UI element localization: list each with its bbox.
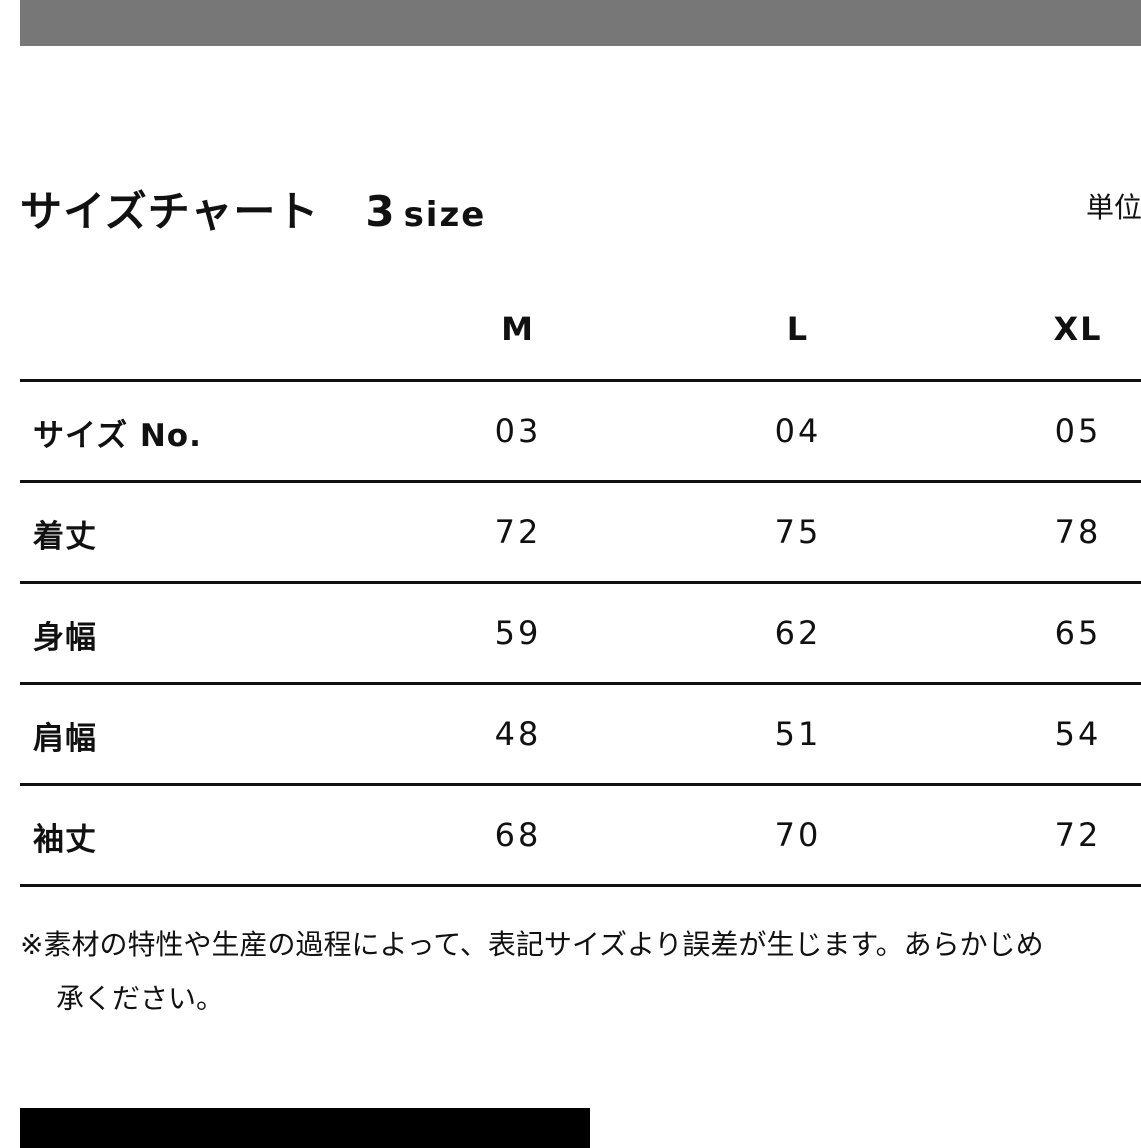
cell-size-number-l: 04 [774, 412, 822, 450]
top-banner [20, 0, 1141, 46]
row-label-sleeve-length: 袖丈 [33, 822, 97, 858]
cell-shoulder-width-m: 48 [494, 715, 542, 753]
column-header-xl: XL [1053, 310, 1103, 348]
row-divider [20, 682, 1141, 685]
size-count-unit: size [403, 195, 487, 235]
cell-sleeve-length-m: 68 [494, 816, 542, 854]
unit-label: 単位 [1086, 191, 1141, 224]
title-text: サイズチャート [20, 187, 320, 236]
row-divider [20, 480, 1141, 483]
header-divider [20, 379, 1141, 382]
cell-size-number-m: 03 [494, 412, 542, 450]
row-divider [20, 884, 1141, 887]
size-count: 3 [365, 187, 396, 236]
cell-length-l: 75 [774, 513, 822, 551]
column-header-l: L [786, 310, 810, 348]
cell-body-width-l: 62 [774, 614, 822, 652]
cell-sleeve-length-xl: 72 [1054, 816, 1102, 854]
page-title: サイズチャート 3 size [20, 178, 486, 239]
black-banner [20, 1108, 590, 1148]
cell-shoulder-width-l: 51 [774, 715, 822, 753]
note-line-2: 承ください。 [56, 982, 225, 1015]
size-note: ※素材の特性や生産の過程によって、表記サイズより誤差が生じます。あらかじめ 承く… [20, 918, 1044, 1026]
cell-body-width-m: 59 [494, 614, 542, 652]
row-label-shoulder-width: 肩幅 [33, 721, 97, 757]
cell-sleeve-length-l: 70 [774, 816, 822, 854]
cell-size-number-xl: 05 [1054, 412, 1102, 450]
row-label-body-width: 身幅 [33, 620, 97, 656]
column-header-m: M [501, 310, 535, 348]
cell-length-xl: 78 [1054, 513, 1102, 551]
row-label-size-number: サイズ No. [33, 418, 202, 454]
row-divider [20, 581, 1141, 584]
row-divider [20, 783, 1141, 786]
cell-body-width-xl: 65 [1054, 614, 1102, 652]
note-line-1: ※素材の特性や生産の過程によって、表記サイズより誤差が生じます。あらかじめ [20, 928, 1044, 961]
cell-shoulder-width-xl: 54 [1054, 715, 1102, 753]
row-label-length: 着丈 [33, 519, 97, 555]
cell-length-m: 72 [494, 513, 542, 551]
